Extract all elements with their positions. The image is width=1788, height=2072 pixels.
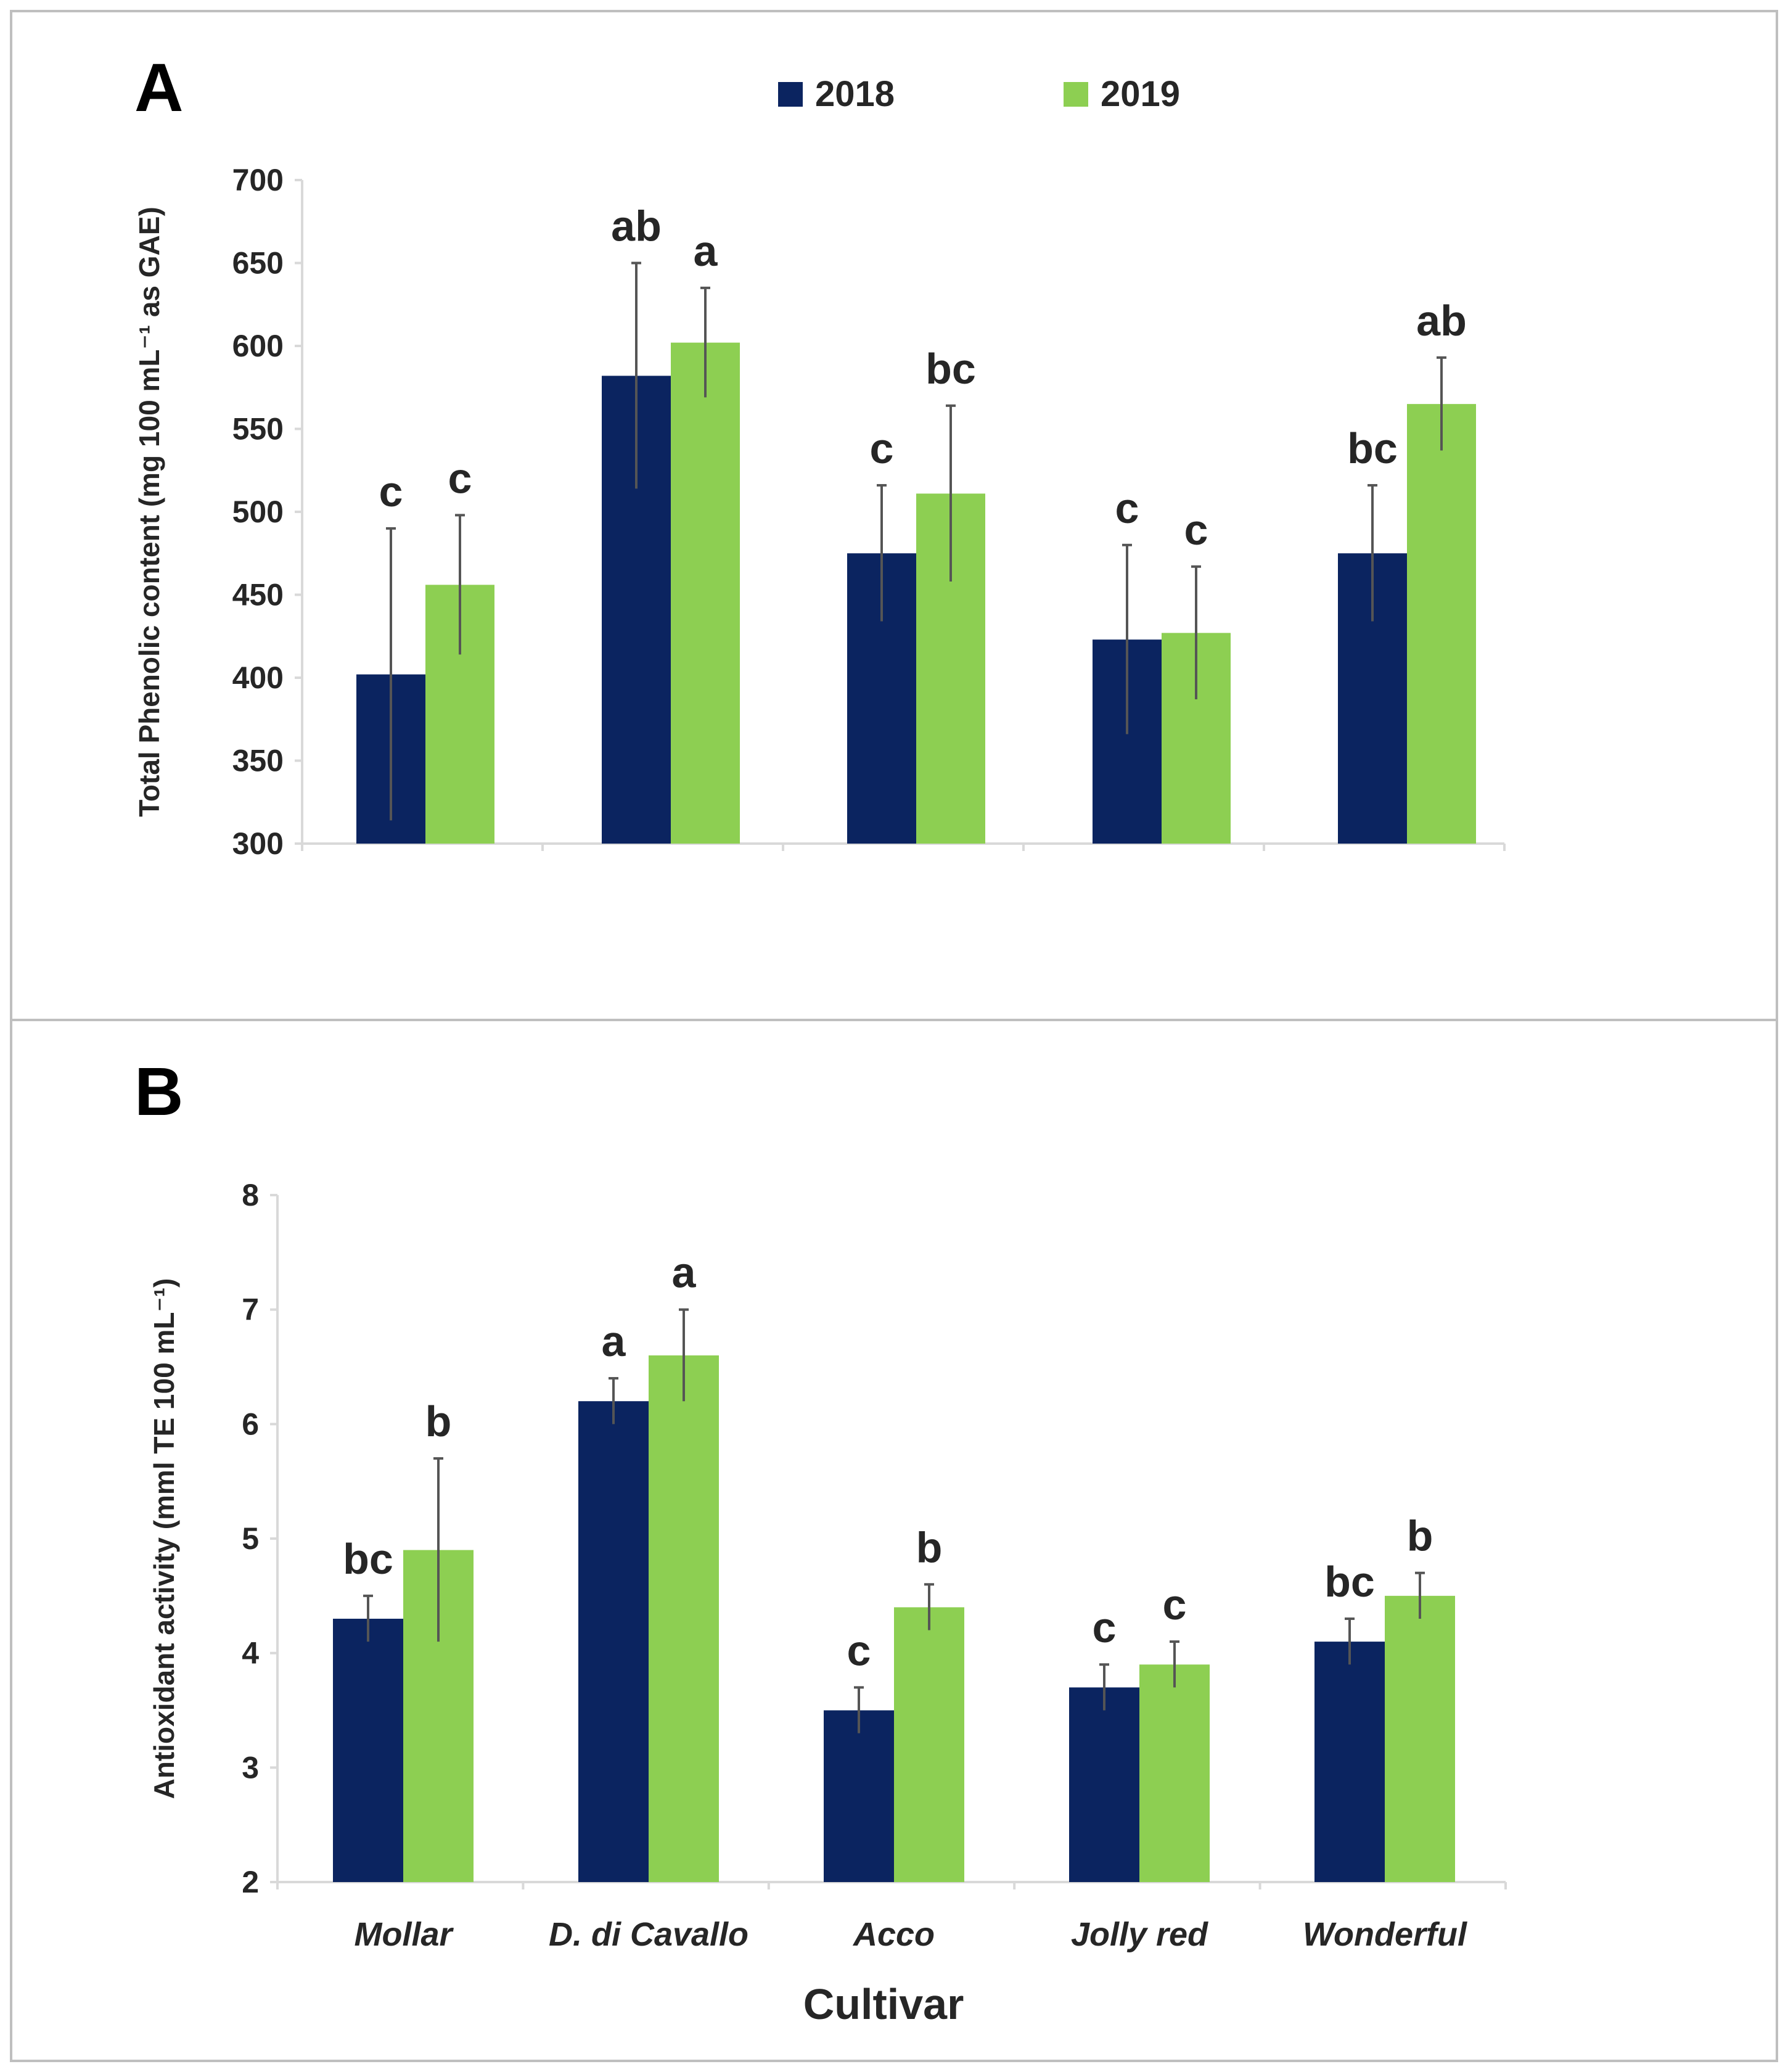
charta-significance-label: c [379, 467, 403, 516]
chartb-bar-2019 [649, 1355, 719, 1882]
chartb-significance-label: b [916, 1523, 943, 1571]
chartb-bar-2019 [1385, 1595, 1455, 1882]
chartb-y-tick-label: 6 [242, 1407, 259, 1441]
charta-significance-label: c [1115, 484, 1139, 532]
chartb-bar-2018 [578, 1401, 649, 1882]
charta-y-tick-label: 700 [232, 163, 284, 197]
charta-significance-label: bc [925, 345, 976, 393]
chartb-bar-2018 [1069, 1687, 1139, 1882]
chartb-y-tick-label: 4 [242, 1636, 259, 1671]
charta-y-axis-title: Total Phenolic content (mg 100 mL⁻¹ as G… [133, 207, 165, 817]
chartb-bar-2019 [1139, 1664, 1210, 1882]
chartb-y-tick-label: 5 [242, 1521, 259, 1556]
legend-swatch-2018 [778, 82, 803, 107]
chartb-significance-label: a [672, 1249, 697, 1297]
charta-y-tick-label: 400 [232, 660, 284, 695]
chartb-x-category-label: Mollar [354, 1916, 454, 1953]
charta-y-tick-label: 350 [232, 744, 284, 778]
charta-significance-label: c [448, 454, 472, 502]
charta-y-tick-label: 650 [232, 246, 284, 281]
panel-a-letter: A [134, 50, 183, 126]
chartb-x-category-label: Jolly red [1071, 1916, 1208, 1953]
charta-significance-label: ab [611, 202, 662, 250]
chartb-bar-2018 [1314, 1642, 1385, 1882]
chartb-y-tick-label: 3 [242, 1750, 259, 1785]
chartb-significance-label: b [1407, 1512, 1433, 1560]
legend-label-2018: 2018 [815, 74, 895, 114]
charta-bar-2019 [671, 342, 740, 844]
chartb-significance-label: c [1163, 1581, 1187, 1629]
chart-b: 2 3 4 5 6 7 8 Antioxidant activity (mml TE 100 … [148, 1178, 1507, 1953]
chartb-x-category-label: D. di Cavallo [549, 1916, 748, 1953]
chartb-y-axis-title: Antioxidant activity (mml TE 100 mL⁻¹) [148, 1278, 180, 1799]
panel-b-frame [10, 1019, 1778, 2062]
chartb-significance-label: bc [1324, 1558, 1375, 1606]
chartb-bar-2018 [333, 1618, 403, 1882]
charta-significance-label: bc [1347, 424, 1398, 472]
chartb-significance-label: c [1093, 1603, 1117, 1651]
charta-y-tick-label: 450 [232, 578, 284, 612]
chartb-significance-label: c [847, 1626, 871, 1674]
chartb-bar-2019 [894, 1607, 964, 1882]
chartb-bar-2018 [824, 1710, 894, 1882]
chartb-significance-label: a [602, 1317, 626, 1365]
charta-y-tick-label: 600 [232, 329, 284, 363]
charta-y-tick-label: 550 [232, 412, 284, 446]
charta-significance-label: c [870, 424, 894, 472]
charta-significance-label: c [1184, 506, 1208, 554]
x-axis-title: Cultivar [803, 1980, 964, 2028]
legend: 2018 2019 [778, 74, 1180, 114]
chartb-x-category-label: Acco [852, 1916, 935, 1953]
chartb-x-category-label: Wonderful [1303, 1916, 1467, 1953]
charta-y-tick-label: 500 [232, 495, 284, 529]
legend-label-2019: 2019 [1101, 74, 1180, 114]
chartb-significance-label: bc [343, 1535, 393, 1583]
charta-y-tick-label: 300 [232, 826, 284, 861]
charta-significance-label: a [694, 227, 718, 275]
legend-swatch-2019 [1064, 82, 1088, 107]
chartb-y-tick-label: 2 [242, 1865, 259, 1899]
charta-significance-label: ab [1416, 297, 1467, 345]
chartb-significance-label: b [425, 1397, 452, 1445]
chartb-y-tick-label: 7 [242, 1293, 259, 1327]
panel-b-letter: B [134, 1054, 183, 1130]
chart-a: 300 350 400 450 500 550 600 650 700 Total Phenoli… [133, 163, 1506, 861]
chartb-y-tick-label: 8 [242, 1178, 259, 1212]
charta-bar-2019 [1407, 404, 1476, 844]
